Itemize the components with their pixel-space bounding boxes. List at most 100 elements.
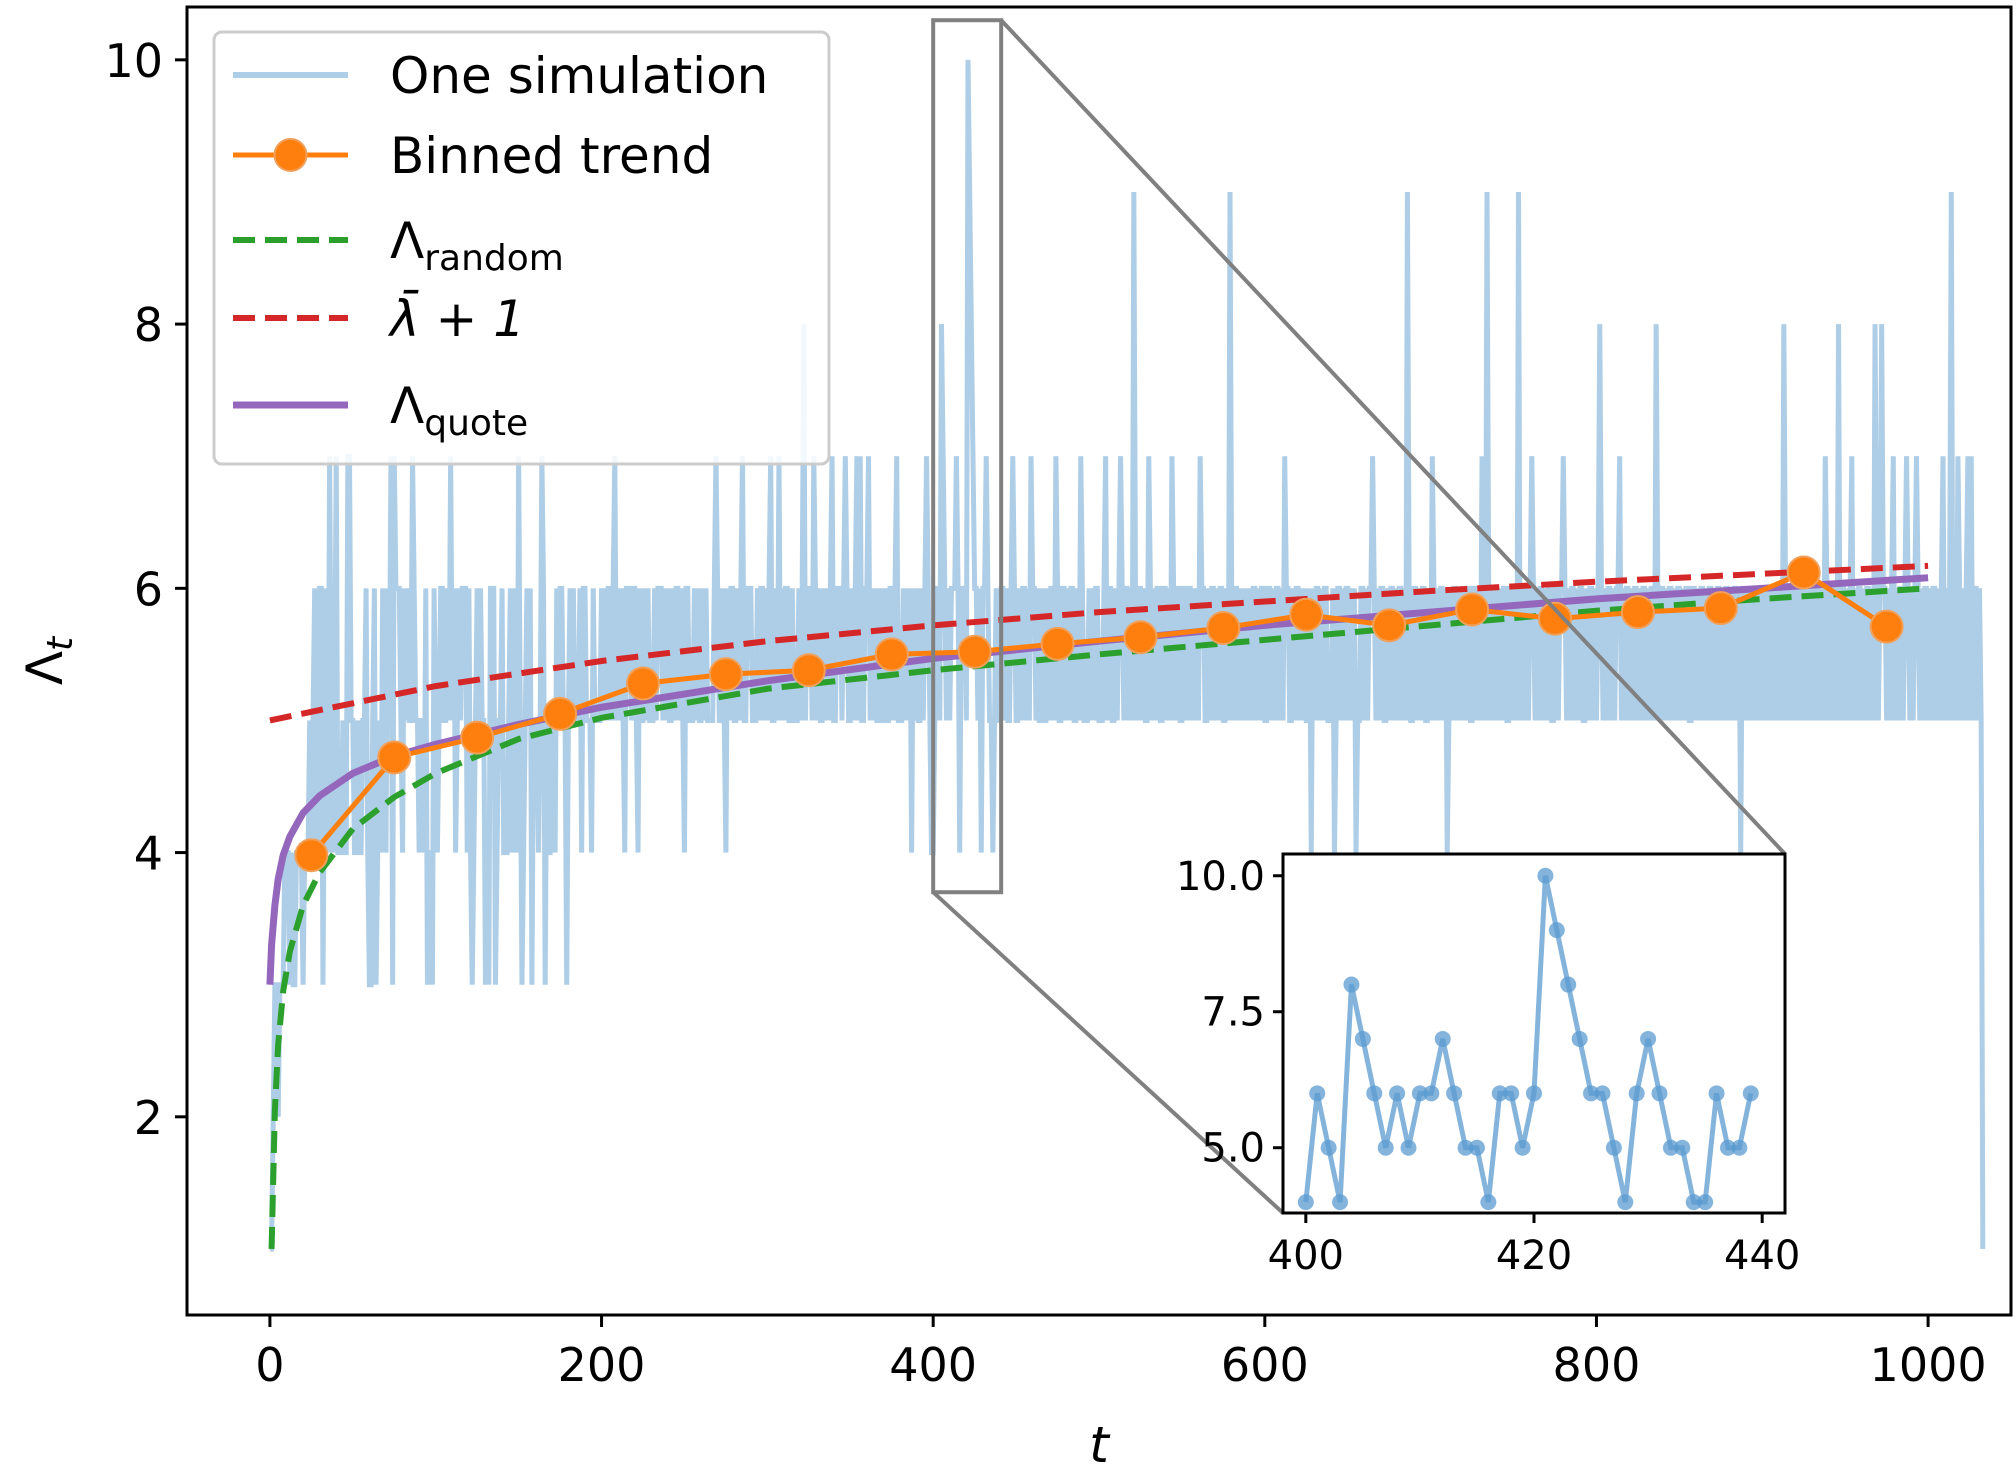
legend-label: λ̄ + 1 — [387, 289, 525, 348]
legend-handle-binned-marker — [273, 138, 308, 172]
legend-item-binned: Binned trend — [233, 127, 713, 185]
inset-point — [1309, 1085, 1326, 1102]
y-tick-label: 4 — [134, 827, 163, 881]
inset-y-axis-ticks: 5.0 7.5 10.0 — [1176, 854, 1283, 1172]
legend-label: Λrandom — [390, 212, 564, 279]
inset-point — [1457, 1139, 1474, 1156]
x-tick-label: 1000 — [1870, 1338, 1987, 1392]
zoom-connector-line — [931, 890, 1285, 1215]
y-axis-label: Λt — [16, 635, 81, 685]
legend-label: Binned trend — [390, 127, 713, 185]
inset-point — [1400, 1139, 1417, 1156]
binned-trend-point — [1869, 609, 1904, 644]
binned-trend-point — [1786, 555, 1821, 590]
inset-point — [1377, 1139, 1394, 1156]
inset-point — [1491, 1085, 1508, 1102]
legend-label: Λquote — [390, 377, 528, 444]
inset-point — [1583, 1085, 1600, 1102]
y-axis-label-subscript: t — [40, 635, 81, 651]
main-plot-area: 0 200 400 600 800 1000 2 4 6 8 10 t Λt — [16, 5, 2013, 1464]
binned-trend-point — [1040, 626, 1075, 661]
y-tick-label: 6 — [134, 562, 163, 616]
inset-point — [1411, 1085, 1428, 1102]
legend-label: One simulation — [390, 47, 768, 105]
legend-label-main: One simulation — [390, 47, 768, 105]
inset-point — [1571, 1030, 1588, 1047]
binned-trend-point — [543, 696, 578, 731]
main-axes-frame — [185, 5, 2013, 1317]
legend-label-main: λ̄ + 1 — [387, 289, 525, 348]
binned-trend-point — [957, 634, 992, 669]
inset-point — [1526, 1085, 1542, 1102]
inset-point — [1685, 1194, 1702, 1211]
inset-point — [1560, 976, 1577, 993]
inset-point — [1731, 1139, 1748, 1156]
binned-trend-point — [1538, 601, 1572, 636]
inset-point — [1332, 1194, 1349, 1211]
inset-point — [1742, 1085, 1759, 1102]
inset-point — [1719, 1139, 1736, 1156]
y-tick-label: 2 — [134, 1091, 163, 1145]
inset-point — [1594, 1085, 1611, 1102]
inset-point — [1674, 1139, 1691, 1156]
binned-trend-point — [1372, 608, 1407, 643]
inset-x-tick-label: 440 — [1724, 1233, 1800, 1279]
legend-item-sim: One simulation — [233, 47, 768, 105]
x-tick-label: 200 — [558, 1338, 646, 1392]
inset-point — [1366, 1085, 1383, 1102]
legend-item-lambda: λ̄ + 1 — [233, 289, 525, 348]
zoom-region-box — [931, 18, 1004, 895]
binned-trend-point — [708, 657, 743, 692]
inset-point — [1708, 1085, 1725, 1102]
x-axis-ticks: 0 200 400 600 800 1000 — [255, 1315, 1987, 1392]
inset-point — [1354, 1030, 1371, 1047]
x-axis-label: t — [1089, 1416, 1111, 1464]
inset-point — [1628, 1085, 1645, 1102]
legend-label-main: Λ — [390, 377, 424, 435]
inset-point — [1548, 922, 1565, 939]
x-tick-label: 600 — [1221, 1338, 1309, 1392]
inset-y-tick-label: 5.0 — [1201, 1126, 1265, 1172]
x-tick-label: 800 — [1553, 1338, 1641, 1392]
binned-trend-point — [1703, 591, 1738, 626]
legend-box — [212, 30, 831, 466]
inset-point — [1343, 976, 1360, 993]
inset-point — [1320, 1139, 1337, 1156]
binned-trend-point — [874, 637, 909, 672]
inset-point — [1480, 1194, 1497, 1211]
inset-point — [1697, 1194, 1714, 1211]
inset-point — [1605, 1139, 1622, 1156]
inset-y-tick-label: 10.0 — [1176, 854, 1265, 900]
x-tick-label: 0 — [255, 1338, 284, 1392]
inset-x-axis-ticks: 400 420 440 — [1268, 1213, 1800, 1279]
binned-trend-point — [1455, 592, 1490, 627]
legend-item-quote: Λquote — [233, 377, 528, 444]
binned-trend-point — [791, 653, 826, 688]
y-axis-ticks: 2 4 6 8 10 — [104, 34, 187, 1145]
legend-label-subscript: quote — [424, 403, 528, 444]
binned-trend-point — [294, 838, 329, 873]
inset-y-tick-label: 7.5 — [1201, 990, 1265, 1036]
inset-point — [1434, 1030, 1451, 1047]
binned-trend-series — [294, 555, 1904, 873]
legend-item-random: Λrandom — [233, 212, 564, 279]
inset-point — [1651, 1085, 1668, 1102]
inset-point — [1640, 1030, 1657, 1047]
x-tick-label: 400 — [889, 1338, 977, 1392]
inset-point — [1297, 1194, 1314, 1211]
binned-trend-point — [626, 666, 660, 701]
binned-trend-point — [377, 740, 412, 775]
y-tick-label: 10 — [104, 34, 163, 88]
legend: One simulation Binned trend Λrandom λ̄ + 1 Λ… — [212, 30, 831, 466]
binned-trend-point — [1289, 597, 1324, 632]
inset-point — [1514, 1139, 1531, 1156]
legend-label-main: Binned trend — [390, 127, 713, 185]
legend-label-subscript: random — [424, 238, 564, 279]
binned-trend-point — [1206, 610, 1241, 645]
y-axis-label-main: Λ — [16, 651, 74, 685]
inset-point — [1617, 1194, 1634, 1211]
legend-label-main: Λ — [390, 212, 424, 270]
inset-series — [1297, 867, 1759, 1211]
y-tick-label: 8 — [134, 298, 163, 352]
